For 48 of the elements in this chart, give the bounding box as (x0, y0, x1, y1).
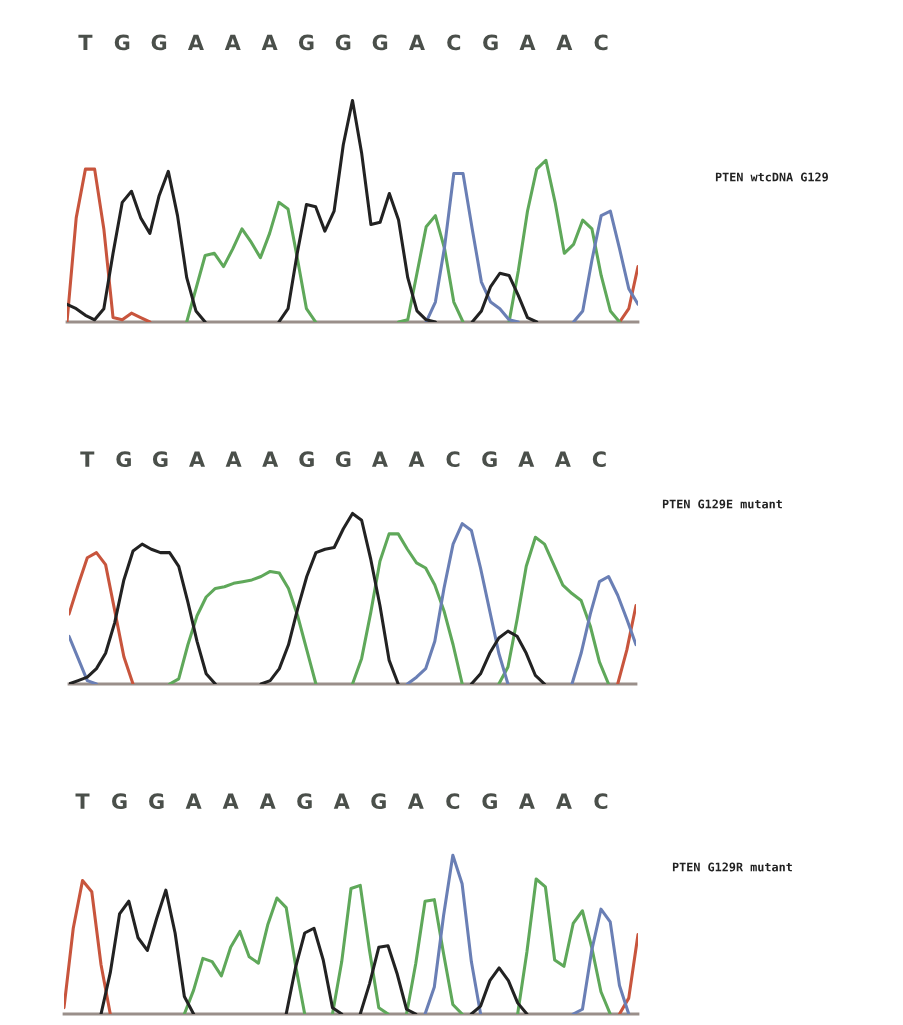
x-tick-label: A (224, 34, 241, 50)
x-tick-label: G (335, 451, 351, 468)
x-tick-label: G (297, 793, 312, 810)
x-tick-label: G (298, 34, 314, 51)
x-tick-label: C (594, 793, 608, 810)
x-tick-label: A (371, 451, 388, 467)
x-tick-label: A (261, 34, 278, 50)
x-tick-label: G (151, 34, 167, 51)
x-tick-label: A (225, 451, 242, 467)
x-tick-label: A (408, 451, 425, 467)
x-tick-label: A (555, 793, 572, 809)
x-tick-label: G (114, 34, 130, 51)
x-tick-label: C (592, 451, 606, 468)
x-tick-label: A (518, 793, 535, 809)
x-tick-label: A (556, 34, 573, 50)
x-tick-label: A (187, 34, 204, 50)
x-tick-label: A (189, 451, 205, 467)
x-tick-label: A (222, 793, 239, 809)
text: PTEN G129R mutant (672, 862, 792, 872)
x-tick-label: C (446, 793, 460, 810)
x-tick-label: A (518, 451, 535, 467)
x-tick-label: G (482, 793, 497, 810)
x-tick-label: C (447, 34, 461, 51)
x-tick-label: G (299, 451, 314, 468)
x-tick-label: G (482, 451, 497, 468)
x-tick-label: A (185, 793, 202, 809)
x-tick-label: A (409, 34, 425, 50)
x-tick-label: A (407, 793, 424, 809)
x-tick-label: T (75, 793, 90, 809)
x-tick-label: T (80, 451, 95, 467)
x-tick-label: A (519, 34, 536, 50)
x-tick-label: G (371, 793, 386, 810)
text: PTEN wtcDNA G129 (715, 172, 828, 182)
x-tick-label: G (483, 34, 498, 51)
x-tick-label: T (78, 34, 93, 50)
x-tick-label: A (262, 451, 279, 467)
x-tick-label: A (259, 793, 276, 809)
x-tick-label: G (112, 793, 127, 810)
x-tick-label: A (554, 451, 571, 467)
x-tick-label: G (149, 793, 164, 810)
x-tick-label: G (152, 451, 168, 468)
x-tick-label: A (333, 793, 350, 809)
x-tick-label: G (372, 34, 388, 51)
text: PTEN G129E mutant (662, 499, 782, 509)
x-tick-label: G (335, 34, 351, 51)
x-tick-label: C (446, 451, 460, 468)
x-tick-label: G (116, 451, 131, 468)
x-tick-label: C (594, 34, 608, 51)
